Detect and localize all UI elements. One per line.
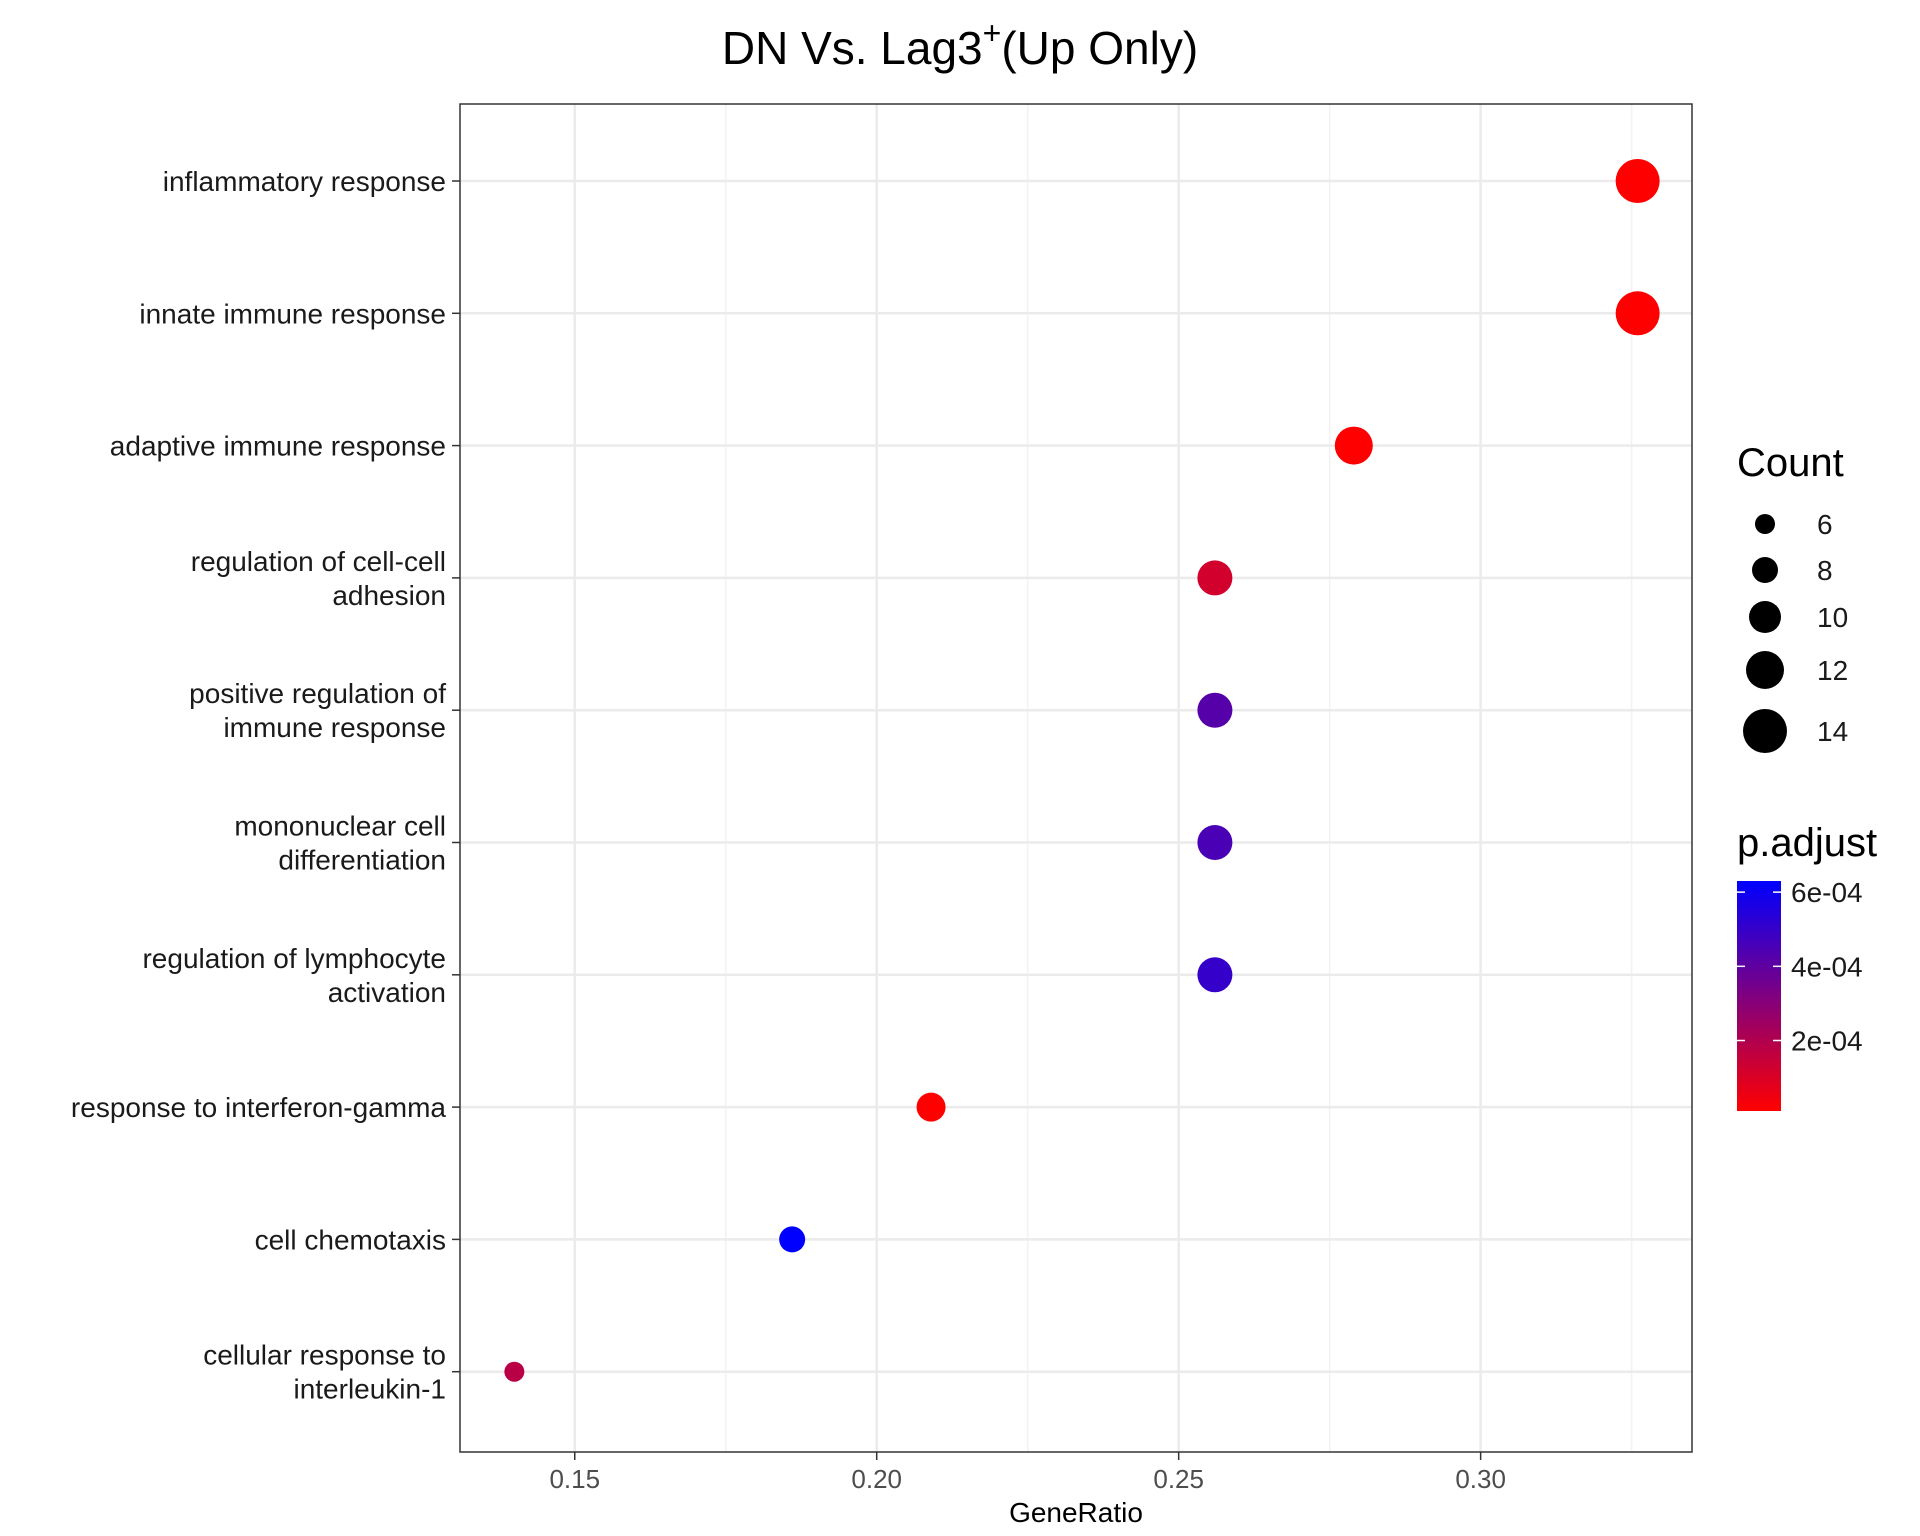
y-tick-label: positive regulation of immune response — [189, 678, 446, 743]
grid-major — [460, 104, 1692, 1452]
color-legend-bar — [1737, 881, 1781, 1111]
size-legend-dot — [1752, 557, 1778, 583]
y-tick-label: adaptive immune response — [110, 431, 446, 462]
y-axis: inflammatory response innate immune respo… — [71, 166, 460, 1405]
y-tick-label: regulation of cell-cell adhesion — [191, 546, 446, 611]
chart-title-superscript: + — [983, 15, 1002, 51]
y-tick-label: inflammatory response — [163, 166, 446, 197]
size-legend-dot — [1746, 651, 1784, 689]
size-legend-label: 12 — [1817, 655, 1848, 686]
data-point — [1197, 560, 1233, 596]
y-tick-label: mononuclear cell differentiation — [234, 811, 446, 876]
size-legend-label: 8 — [1817, 555, 1833, 586]
data-point — [1334, 426, 1373, 465]
size-legend-dot — [1749, 601, 1781, 633]
y-tick-label: response to interferon-gamma — [71, 1092, 447, 1123]
data-point — [1615, 291, 1660, 336]
plot-border — [459, 103, 1693, 1453]
color-legend-ticks: 6e-04 4e-04 2e-04 — [1737, 877, 1863, 1057]
x-tick-label: 0.20 — [851, 1464, 902, 1494]
size-legend: Count 6 8 10 12 14 — [1737, 441, 1848, 753]
data-point — [1615, 159, 1660, 203]
x-axis: 0.15 0.20 0.25 0.30 — [549, 1452, 1506, 1494]
y-tick-label: cell chemotaxis — [255, 1224, 446, 1255]
color-legend-label: 2e-04 — [1791, 1026, 1863, 1057]
size-legend-dot — [1755, 514, 1775, 534]
data-point — [916, 1092, 946, 1122]
data-point — [1197, 825, 1233, 860]
color-legend-label: 4e-04 — [1791, 951, 1863, 982]
x-tick-label: 0.25 — [1153, 1464, 1204, 1494]
size-legend-label: 10 — [1817, 602, 1848, 633]
x-tick-label: 0.30 — [1455, 1464, 1506, 1494]
y-tick-label: regulation of lymphocyte activation — [142, 943, 446, 1008]
plot-panel — [460, 104, 1692, 1452]
data-point — [1197, 692, 1233, 728]
size-legend-dot — [1743, 709, 1787, 753]
data-point — [1197, 957, 1233, 993]
size-legend-label: 14 — [1817, 716, 1848, 747]
data-points — [504, 159, 1660, 1382]
x-axis-title: GeneRatio — [1009, 1497, 1143, 1528]
color-legend: p.adjust 6e-04 4e-04 2e-04 — [1737, 821, 1877, 1111]
color-legend-label: 6e-04 — [1791, 877, 1863, 908]
color-legend-title: p.adjust — [1737, 821, 1877, 865]
y-tick-label: cellular response to interleukin-1 — [203, 1340, 446, 1405]
y-tick-label: innate immune response — [139, 298, 446, 329]
data-point — [504, 1361, 525, 1382]
x-tick-label: 0.15 — [549, 1464, 600, 1494]
chart-title: DN Vs. Lag3+(Up Only) — [722, 15, 1198, 74]
size-legend-label: 6 — [1817, 509, 1833, 540]
size-legend-title: Count — [1737, 441, 1844, 485]
chart-title-suffix: (Up Only) — [1001, 22, 1198, 74]
size-legend-items: 6 8 10 12 14 — [1743, 509, 1848, 753]
data-point — [779, 1226, 806, 1253]
